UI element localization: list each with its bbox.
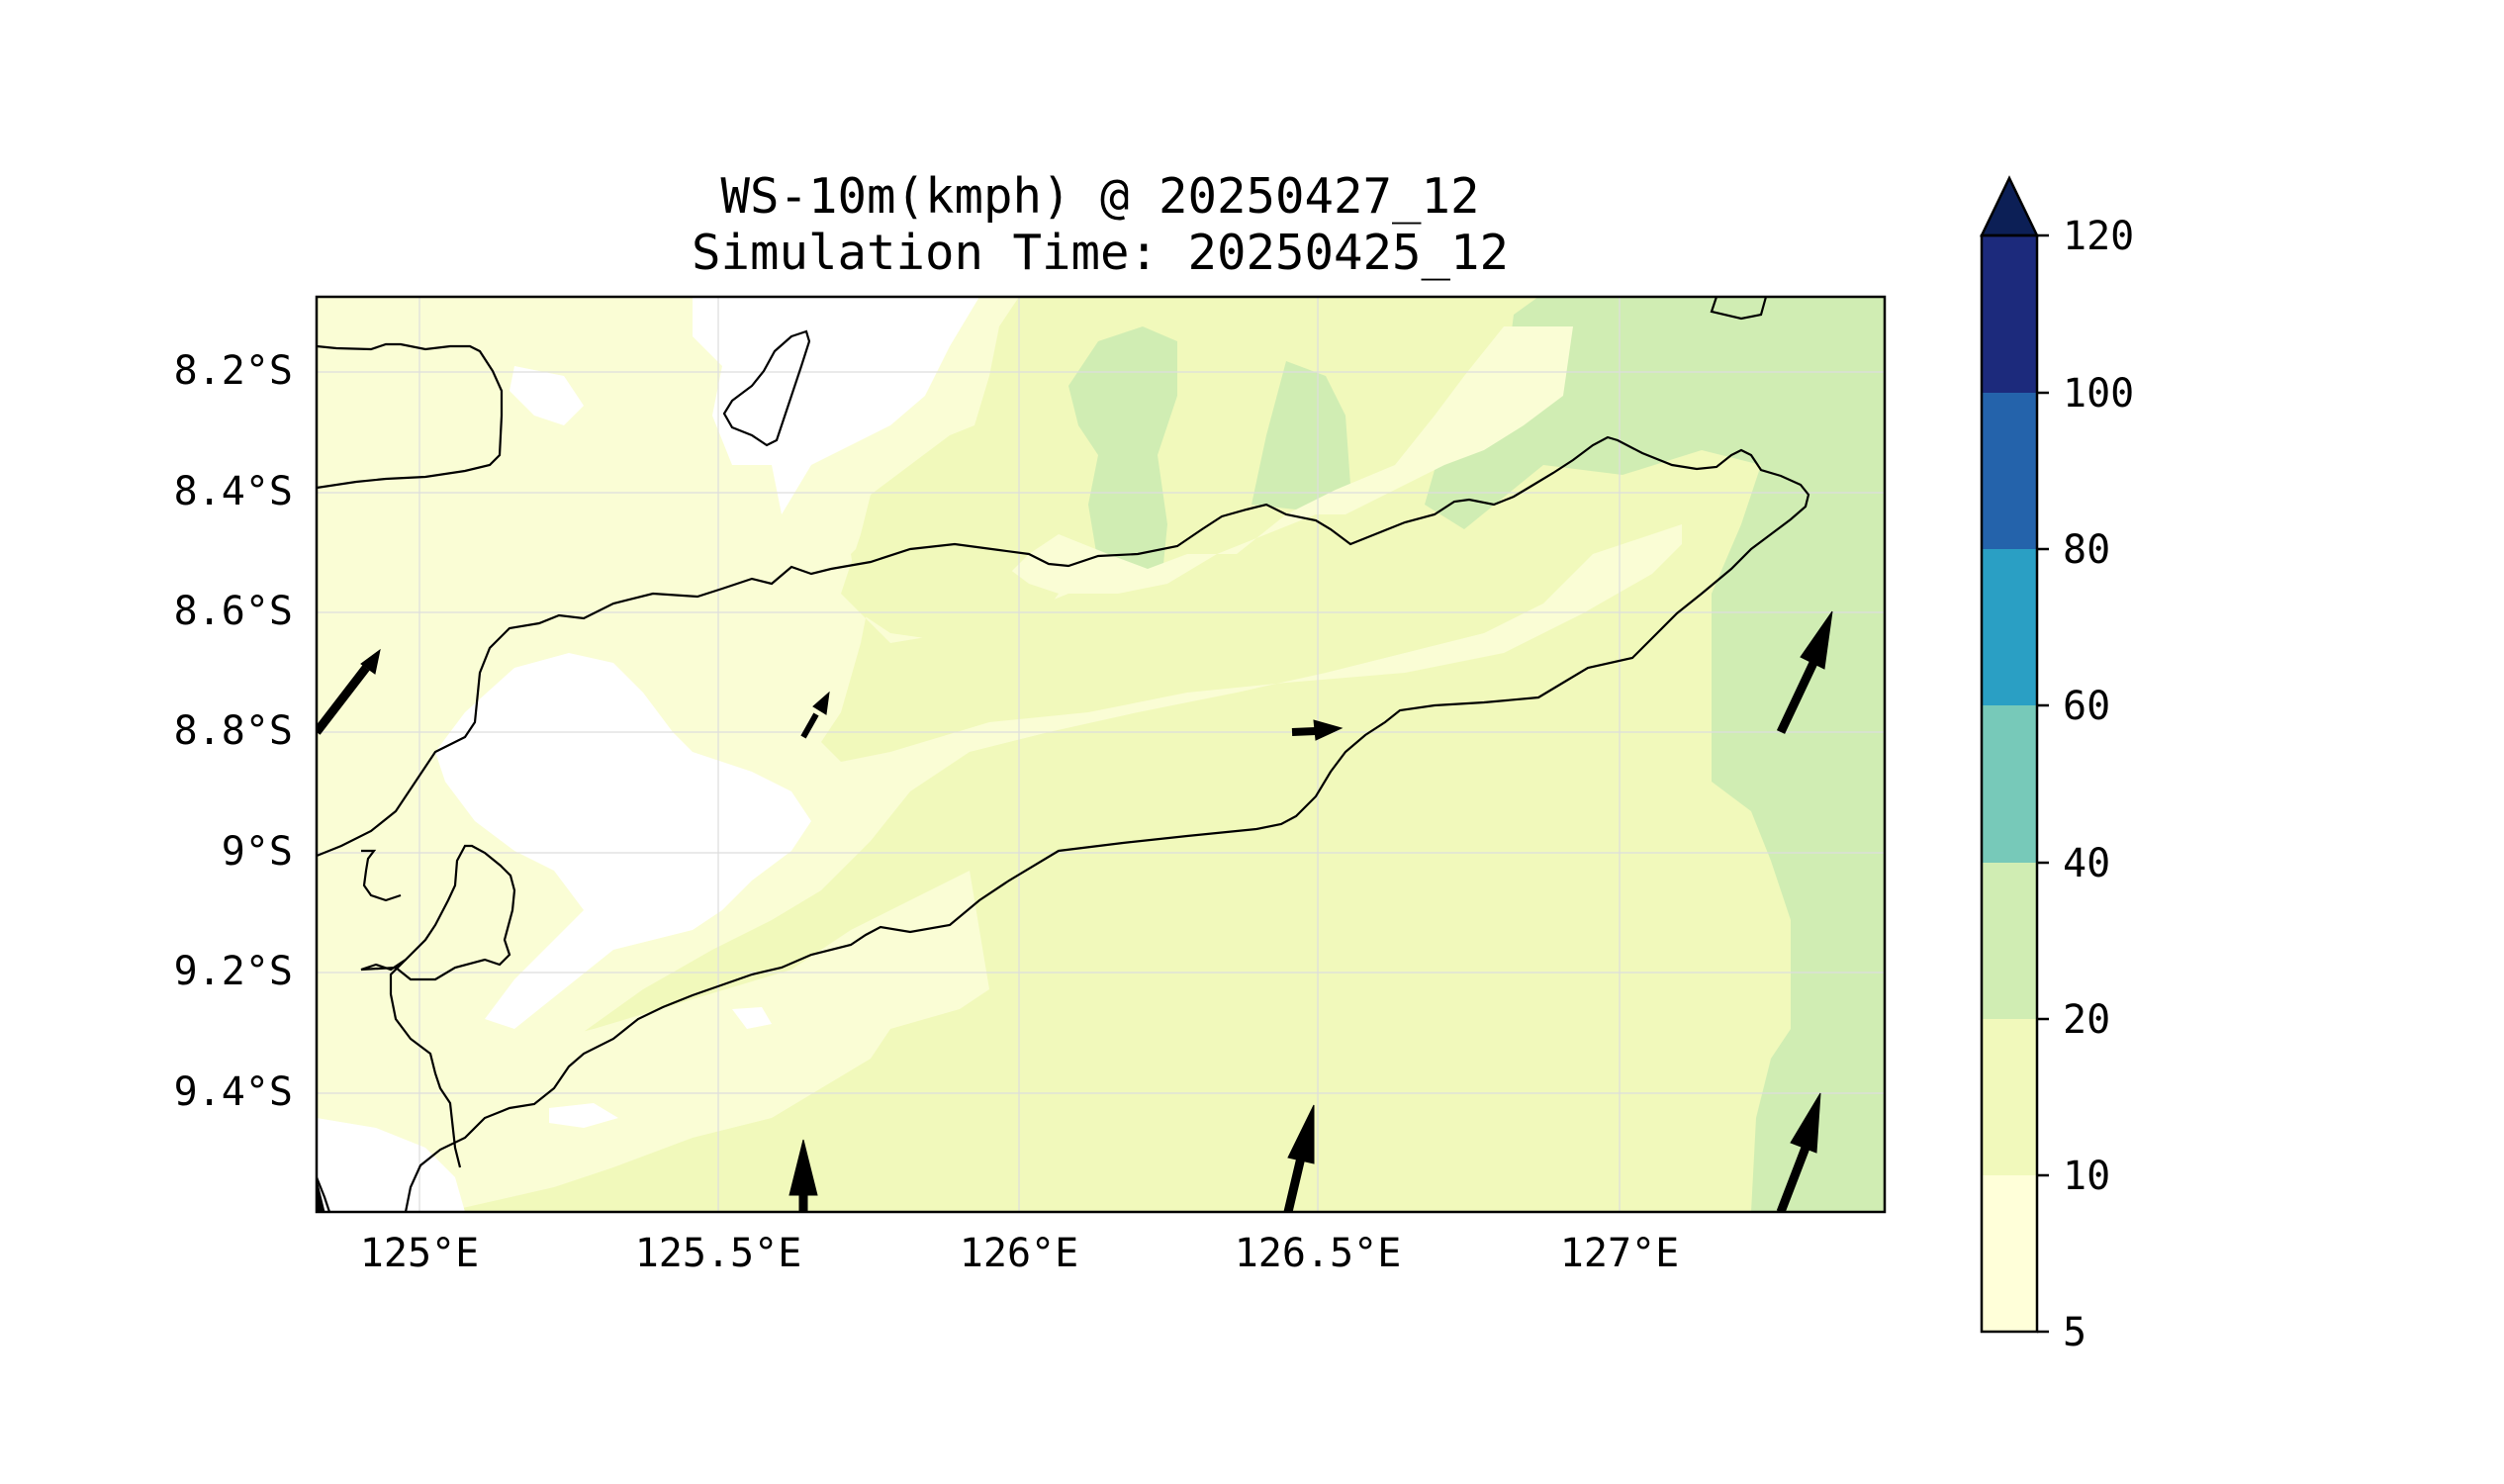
colorbar-segment-20-40 [1982, 863, 2037, 1019]
coastline-sw-corner [317, 1176, 331, 1212]
colorbar-label: 100 [2063, 371, 2134, 417]
wind-arrow-corner [317, 1178, 325, 1212]
fill-band-20-40-patch-a [1068, 326, 1177, 574]
colorbar-ticks [2037, 233, 2049, 1334]
y-tick-label: 9°S [222, 829, 293, 875]
colorbar-frame [1980, 233, 2039, 1334]
x-axis-labels: 125°E 125.5°E 126°E 126.5°E 127°E [360, 1231, 1679, 1276]
x-tick-label: 127°E [1560, 1231, 1679, 1276]
wind-arrow [788, 1139, 818, 1212]
gridlines [317, 297, 1885, 1212]
coastline-small-loop [361, 849, 402, 902]
colorbar-segment-100-120 [1982, 235, 2037, 393]
y-tick-label: 8.8°S [174, 708, 293, 754]
map-panel [315, 295, 1887, 1214]
coastline-west-bay [360, 844, 516, 981]
map-subtitle: Simulation Time: 20250425_12 [692, 225, 1509, 281]
colorbar-label: 60 [2063, 684, 2110, 729]
colorbar-label: 10 [2063, 1154, 2110, 1199]
colorbar-segment-60-80 [1982, 549, 2037, 705]
wind-arrow [1291, 719, 1344, 741]
x-tick-label: 125°E [360, 1231, 479, 1276]
colorbar: 5 10 20 40 60 80 100 120 [1980, 175, 2134, 1355]
y-axis-labels: 8.2°S 8.4°S 8.6°S 8.8°S 9°S 9.2°S 9.4°S [174, 348, 293, 1115]
colorbar-label: 20 [2063, 997, 2110, 1043]
wind-arrow [800, 691, 830, 739]
colorbar-segment-80-100 [1982, 393, 2037, 549]
wind-arrow [1283, 1104, 1315, 1212]
x-tick-label: 125.5°E [635, 1231, 802, 1276]
fill-band-20-40-east [1425, 297, 1885, 1212]
coastline-west-inlet [389, 959, 462, 1168]
coastline-ne-islet [1710, 297, 1768, 321]
coastline-west-peninsula [317, 342, 504, 490]
map-title: WS-10m(kmph) @ 20250427_12 [720, 168, 1479, 225]
fill-below-5-sw [317, 1118, 465, 1212]
fill-band-10-20-central [851, 514, 1059, 643]
fill-below-5-north [693, 297, 979, 514]
coastline-timor-north [317, 435, 1810, 1212]
coastline-atauro-island [722, 329, 811, 447]
colorbar-segment-10-20 [1982, 1019, 2037, 1175]
y-tick-label: 8.2°S [174, 348, 293, 394]
colorbar-extend-arrow [1980, 175, 2039, 237]
x-tick-label: 126°E [960, 1231, 1078, 1276]
colorbar-label: 120 [2063, 214, 2134, 259]
fill-below-5-west [435, 653, 811, 1029]
y-tick-label: 9.2°S [174, 949, 293, 994]
y-tick-label: 8.4°S [174, 469, 293, 514]
colorbar-label: 40 [2063, 841, 2110, 886]
fill-below-5-spot-b [549, 1103, 618, 1128]
colorbar-segment-5-10 [1982, 1175, 2037, 1332]
fill-band-5-10-south [317, 871, 989, 1212]
y-tick-label: 9.4°S [174, 1069, 293, 1115]
y-tick-label: 8.6°S [174, 589, 293, 634]
wind-speed-fill [317, 297, 1885, 1212]
colorbar-label: 80 [2063, 527, 2110, 573]
wind-arrow [1776, 1092, 1821, 1212]
colorbar-segment-40-60 [1982, 705, 2037, 863]
fill-below-5-spot-a [510, 366, 584, 425]
wind-arrow [1776, 610, 1833, 734]
x-tick-label: 126.5°E [1235, 1231, 1402, 1276]
wind-vectors [317, 610, 1833, 1212]
colorbar-label: 5 [2063, 1310, 2087, 1355]
map-frame [315, 295, 1887, 1214]
coastlines [317, 297, 1810, 1212]
fill-band-5-10-main [317, 297, 1682, 1212]
fill-band-20-40-patch-b [1252, 361, 1350, 514]
wind-arrow [317, 648, 381, 735]
fill-below-5-spot-c [732, 1007, 772, 1029]
